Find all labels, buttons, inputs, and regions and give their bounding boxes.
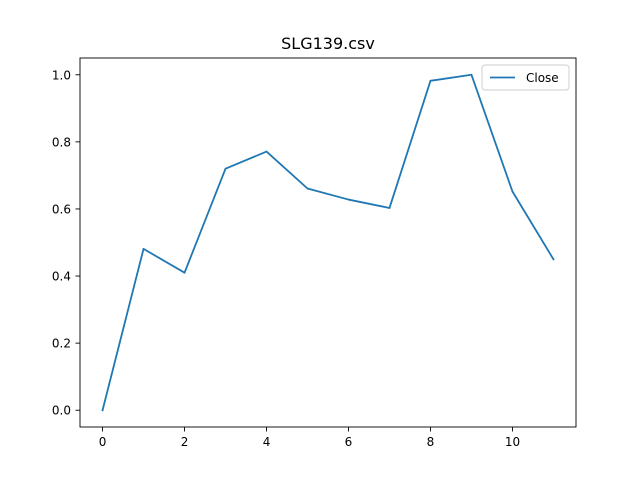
- chart-title: SLG139.csv: [281, 34, 375, 53]
- data-point: [511, 190, 514, 193]
- x-tick-label: 10: [505, 435, 520, 449]
- data-point: [224, 167, 227, 170]
- series-layer: [101, 73, 555, 412]
- data-point: [265, 150, 268, 153]
- data-point: [306, 187, 309, 190]
- data-point: [552, 258, 555, 261]
- axes-frame: [79, 57, 577, 428]
- x-tick-label: 4: [263, 435, 271, 449]
- y-tick-label: 0.4: [52, 270, 71, 284]
- data-point: [429, 79, 432, 82]
- legend-label-close: Close: [526, 71, 559, 85]
- data-point: [183, 271, 186, 274]
- data-point: [347, 198, 350, 201]
- x-tick-label: 2: [181, 435, 189, 449]
- series-line-close: [101, 73, 555, 412]
- legend-box: [481, 64, 570, 91]
- axes-layer: 0 2 4 6 8 10 0.0 0.2 0.4 0.6 0.8 1.0: [52, 57, 577, 449]
- y-tick-label: 0.2: [52, 337, 71, 351]
- data-point: [101, 409, 104, 412]
- data-point: [388, 207, 391, 209]
- y-tick-label: 1.0: [52, 68, 71, 82]
- plot-area: [80, 58, 576, 427]
- x-tick-label: 0: [99, 435, 107, 449]
- legend: Close: [481, 64, 570, 91]
- data-point: [142, 247, 145, 250]
- data-point: [470, 73, 473, 76]
- y-tick-label: 0.8: [52, 135, 71, 149]
- y-tick-label: 0.6: [52, 202, 71, 216]
- x-tick-label: 8: [427, 435, 435, 449]
- y-tick-label: 0.0: [52, 404, 71, 418]
- x-tick-label: 6: [345, 435, 353, 449]
